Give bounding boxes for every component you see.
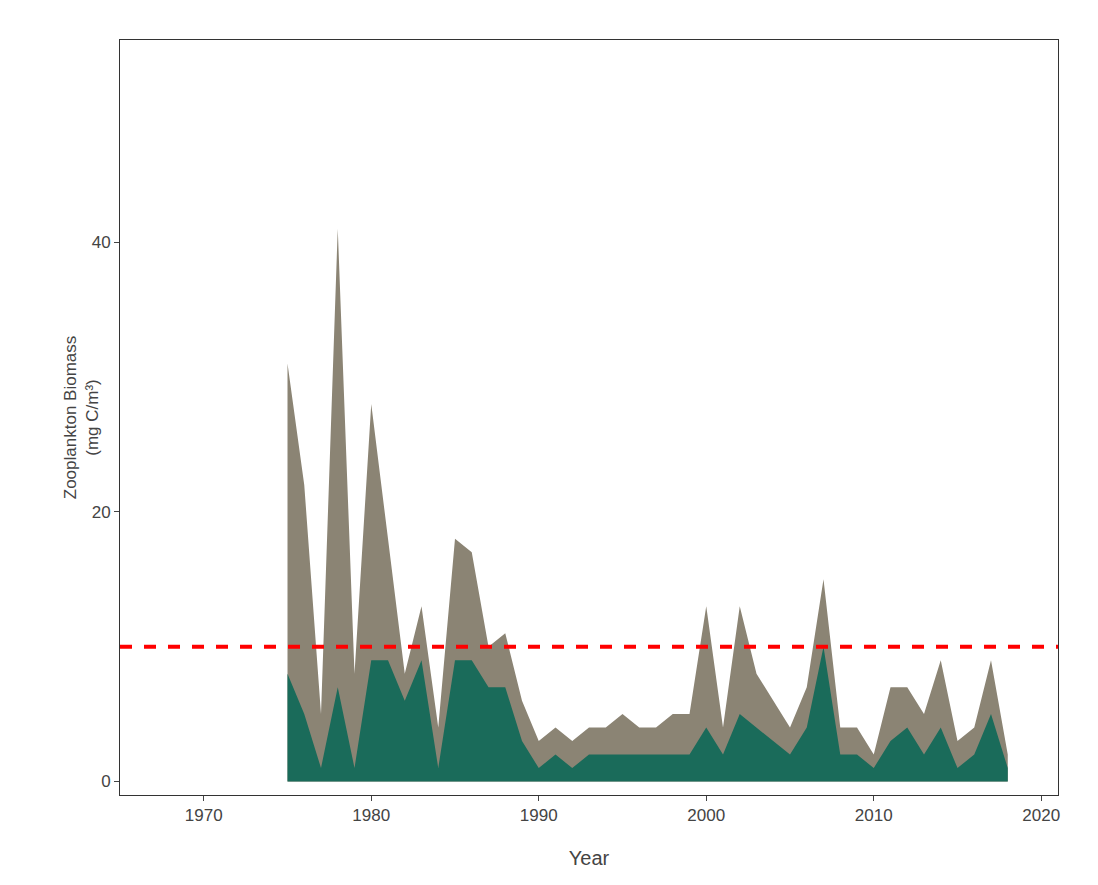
svg-text:Zooplankton Biomass(mg C/m³): Zooplankton Biomass(mg C/m³) [61, 336, 102, 499]
svg-text:0: 0 [101, 772, 110, 791]
svg-text:2010: 2010 [855, 806, 893, 825]
svg-text:2000: 2000 [687, 806, 725, 825]
svg-text:1990: 1990 [520, 806, 558, 825]
svg-text:1970: 1970 [185, 806, 223, 825]
svg-text:2020: 2020 [1022, 806, 1060, 825]
svg-text:20: 20 [92, 503, 111, 522]
svg-text:Year: Year [569, 847, 610, 869]
svg-text:40: 40 [92, 233, 111, 252]
svg-text:1980: 1980 [352, 806, 390, 825]
